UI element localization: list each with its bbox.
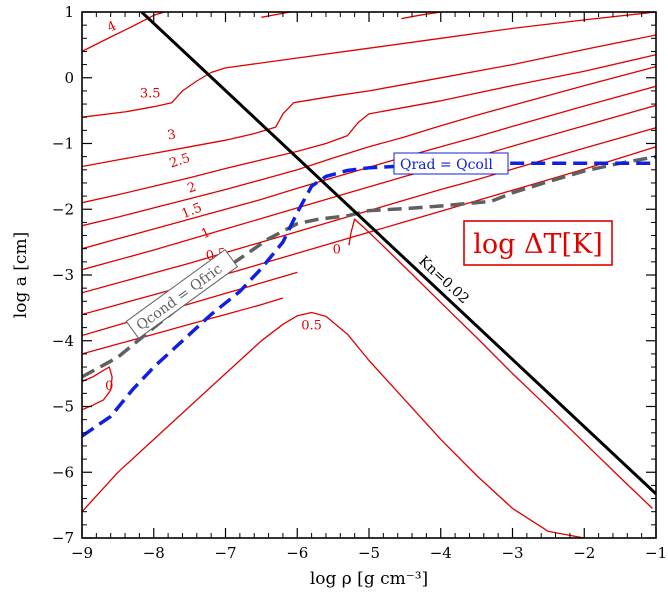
- series-line-4-c: [401, 12, 441, 20]
- svg-text:log ΔT[K]: log ΔT[K]: [473, 229, 603, 260]
- x-axis-label: log ρ [g cm⁻³]: [310, 569, 428, 589]
- x-tick-label: −4: [430, 544, 452, 562]
- contour-label: 0: [333, 242, 341, 257]
- x-tick-label: −2: [573, 544, 595, 562]
- contour-label: 2.5: [168, 151, 192, 172]
- series-line-Kn-0.02: [140, 12, 656, 495]
- contour-label: 3.5: [140, 86, 161, 101]
- x-tick-label: −7: [214, 544, 236, 562]
- series-line-4: [82, 12, 165, 52]
- contour-label: 0: [105, 379, 113, 394]
- x-tick-label: −3: [501, 544, 523, 562]
- y-tick-label: 0: [64, 69, 74, 87]
- q-rad-coll-label: Qrad = Qcoll: [393, 152, 509, 175]
- x-tick-label: −9: [71, 544, 93, 562]
- y-tick-label: 1: [64, 3, 74, 21]
- series-line-2: [82, 65, 656, 227]
- series-line-0-left: [82, 366, 113, 411]
- series-line-Qcond-Qfric: [82, 154, 656, 379]
- series-line-4-b: [261, 12, 291, 18]
- series-line-extra-2: [82, 297, 284, 355]
- series-line-2.5: [82, 54, 656, 204]
- x-tick-label: −8: [143, 544, 165, 562]
- y-tick-label: −2: [52, 200, 74, 218]
- y-tick-label: −5: [52, 398, 74, 416]
- series-line-3.5: [82, 12, 656, 118]
- x-tick-label: −1: [645, 544, 667, 562]
- y-tick-label: −4: [52, 332, 74, 350]
- q-cond-fric-label: Qcond = Qfric: [125, 248, 239, 340]
- contour-label: 2: [186, 180, 199, 197]
- delta-t-annotation: log ΔT[K]: [463, 220, 613, 266]
- y-tick-label: −7: [52, 529, 74, 547]
- contour-label: 3: [166, 127, 177, 143]
- contour-label: 4: [105, 19, 119, 36]
- series-line-0.5-dome: [82, 311, 585, 538]
- contour-label: 1.5: [180, 200, 205, 222]
- y-tick-label: −3: [52, 266, 74, 284]
- y-tick-label: −6: [52, 463, 74, 481]
- series-line-3: [82, 34, 656, 168]
- y-axis-label: log a [cm]: [11, 232, 31, 318]
- x-tick-label: −6: [286, 544, 308, 562]
- series-line-extra-1: [82, 271, 298, 337]
- series-line-1: [82, 104, 656, 271]
- chart-curves: [82, 12, 656, 538]
- axis-ticks: −9 −8 −7 −6 −5 −4 −3 −2 −1 −7 −6 −5 −4 −3 −2 −1 0 1: [52, 3, 667, 562]
- y-tick-label: −1: [52, 135, 74, 153]
- x-tick-label: −5: [358, 544, 380, 562]
- svg-text:Qrad = Qcoll: Qrad = Qcoll: [400, 157, 493, 173]
- series-line-0-right: [348, 218, 653, 509]
- contour-label: 0.5: [301, 319, 322, 334]
- series-line-1.5: [82, 85, 656, 250]
